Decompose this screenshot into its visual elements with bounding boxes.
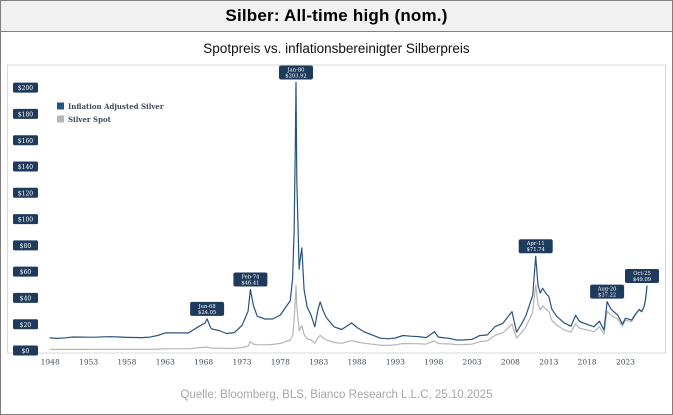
x-axis-tick-label: 2003 [463, 358, 482, 367]
x-axis-tick-label: 1968 [194, 358, 213, 367]
chart-area: $0 $20 $40 $60 $80 $100 $120 $140 $160 $180 $200 19… [7, 64, 666, 381]
x-axis-tick-label: 2008 [501, 358, 520, 367]
y-axis-tick-badge [13, 214, 38, 225]
y-axis-tick-badge [13, 292, 38, 303]
y-axis-tick-badge [13, 345, 38, 356]
annotation-date: Aug-20 [597, 287, 617, 293]
x-axis-tick-label: 1988 [347, 358, 366, 367]
x-axis-tick-label: 1983 [309, 358, 328, 367]
x-axis-tick-label: 1973 [232, 358, 251, 367]
annotation-value: $46.41 [241, 281, 259, 287]
annotation-value: $71.74 [527, 247, 546, 253]
x-axis-tick-label: 2018 [578, 358, 597, 367]
y-axis-tick-label: $120 [18, 190, 33, 197]
x-axis-tick-label: 1993 [386, 358, 405, 367]
chart-subtitle: Spotpreis vs. inflationsbereinigter Silb… [203, 40, 470, 56]
source-credit: Quelle: Bloomberg, BLS, Bianco Research … [180, 389, 493, 401]
annotation-value: $37.22 [598, 293, 616, 299]
annotation-date: Jun-68 [198, 304, 216, 310]
y-axis-tick-badge [13, 266, 38, 277]
y-axis-tick-label: $100 [18, 217, 33, 224]
annotation-date: Feb-74 [241, 275, 260, 281]
x-axis-tick-label: 1963 [156, 358, 175, 367]
y-axis-tick-badge [13, 82, 38, 93]
annotation-badge [190, 301, 225, 316]
x-axis-tick-label: 2023 [616, 358, 635, 367]
silver-price-line-chart: $0 $20 $40 $60 $80 $100 $120 $140 $160 $180 $200 19… [7, 64, 666, 367]
legend-label: Inflation Adjusted Silver [68, 102, 164, 111]
y-axis-tick-label: $40 [20, 296, 32, 303]
annotation-badge [590, 284, 625, 299]
y-axis-tick-badge [13, 108, 38, 119]
y-axis-tick-badge [13, 135, 38, 146]
y-axis-tick-badge [13, 240, 38, 251]
annotation-badge [279, 65, 313, 80]
annotation-badge [233, 272, 268, 287]
legend-swatch-silver-spot [57, 115, 64, 123]
annotation-badge [625, 269, 659, 283]
series-line-silver-spot [49, 284, 648, 351]
y-axis-tick-label: $80 [20, 243, 32, 250]
x-axis-tick-label: 1978 [271, 358, 290, 367]
x-axis-tick-label: 1958 [117, 358, 136, 367]
page-title: Silber: All-time high (nom.) [225, 6, 448, 25]
annotation-badge [518, 239, 553, 254]
annotation-value: $49.09 [633, 277, 651, 283]
y-axis-tick-label: $160 [18, 138, 33, 145]
annotation-date: Oct-25 [633, 271, 651, 277]
annotation-date: Apr-11 [526, 241, 545, 247]
legend-label: Silver Spot [68, 115, 112, 124]
y-axis-tick-badge [13, 187, 38, 198]
y-axis-tick-label: $20 [20, 322, 32, 329]
x-axis-tick-label: 1953 [79, 358, 98, 367]
legend-swatch-inflation-adjusted-silver [57, 102, 64, 110]
annotation-value: $24.05 [198, 310, 216, 316]
series-line-inflation-adjusted-silver [49, 81, 648, 341]
plot-border [7, 64, 666, 354]
x-axis-tick-label: 1998 [424, 358, 443, 367]
y-axis-tick-label: $0 [22, 348, 30, 355]
annotation-date: Jan-80 [287, 68, 305, 74]
x-axis-tick-label: 1948 [41, 358, 60, 367]
annotation-value: $203.92 [285, 74, 306, 80]
y-axis-tick-label: $200 [18, 85, 33, 92]
y-axis-tick-label: $180 [18, 112, 33, 119]
y-axis-tick-label: $140 [18, 164, 33, 171]
title-bar: Silber: All-time high (nom.) [1, 1, 672, 32]
x-axis-tick-label: 2013 [539, 358, 558, 367]
y-axis-tick-badge [13, 319, 38, 330]
y-axis-tick-badge [13, 161, 38, 172]
y-axis-tick-label: $60 [20, 269, 32, 276]
